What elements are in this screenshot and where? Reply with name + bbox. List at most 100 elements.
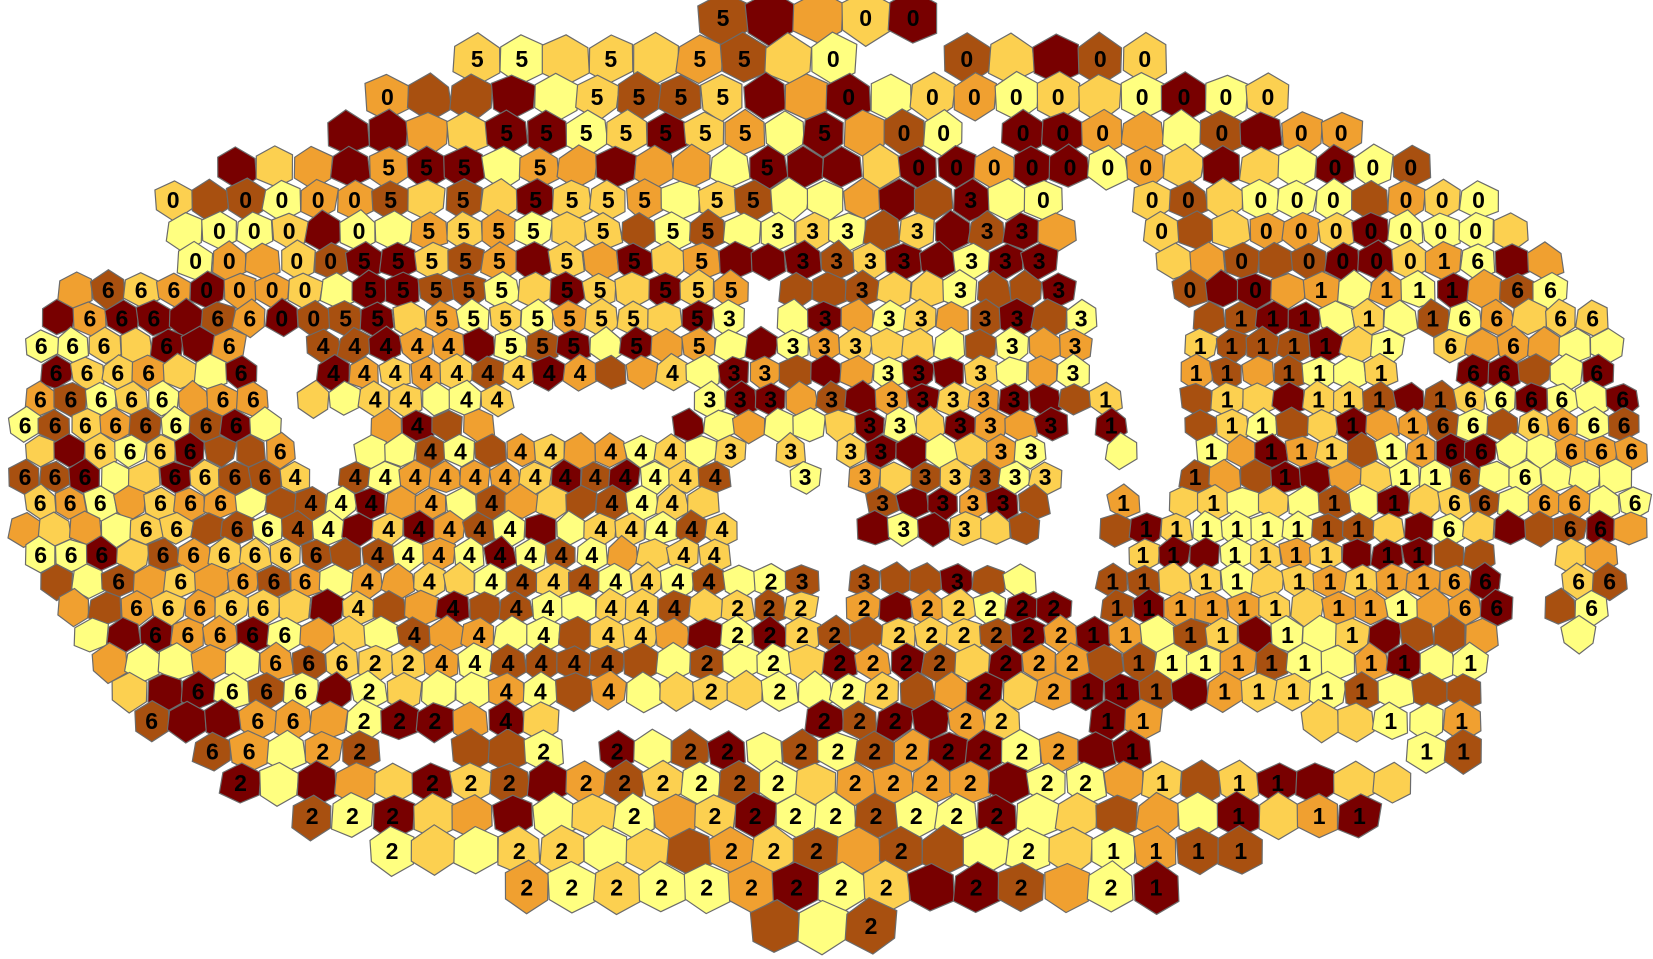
cell-region-label: 4: [389, 360, 402, 386]
cell-region-label: 6: [94, 438, 107, 464]
cell-region-label: 5: [595, 305, 608, 331]
cell-region-label: 4: [291, 516, 304, 542]
cell-region-label: 6: [1629, 490, 1642, 516]
cell-region-label: 0: [290, 248, 303, 274]
cell-region-label: 0: [968, 84, 981, 110]
cell-region-label: 6: [145, 708, 158, 734]
cell-region-label: 3: [1045, 412, 1058, 438]
cell-region-label: 5: [699, 120, 712, 146]
cell-region-label: 6: [249, 542, 262, 568]
cell-region-label: 3: [1033, 248, 1046, 274]
cell-region-label: 3: [979, 464, 992, 490]
cell-region-label: 5: [563, 305, 576, 331]
cell-region-label: 5: [527, 218, 540, 244]
cell-region-label: 1: [1279, 464, 1292, 490]
cell-region-label: 2: [628, 803, 641, 829]
cell-region-label: 2: [979, 738, 992, 764]
cell-region-label: 4: [601, 650, 614, 676]
cell-region-label: 6: [223, 333, 236, 359]
cell-region-label: 1: [1396, 595, 1409, 621]
cell-region-label: 4: [594, 516, 607, 542]
cell-region-label: 1: [1081, 679, 1094, 705]
cell-region-label: 4: [439, 464, 452, 490]
cell-region-label: 5: [425, 248, 438, 274]
cell-region-label: 6: [243, 738, 256, 764]
cell-region-label: 0: [1472, 187, 1485, 213]
cell-region-label: 4: [708, 542, 721, 568]
cell-region-label: 3: [825, 386, 838, 412]
cell-region-label: 2: [991, 803, 1004, 829]
cell-region-label: 2: [684, 738, 697, 764]
cell-region-label: 2: [933, 650, 946, 676]
cell-region-label: 1: [1352, 516, 1365, 542]
cell-region-label: 2: [1105, 874, 1118, 900]
cell-region-label: 2: [887, 770, 900, 796]
cell-region-label: 6: [1475, 438, 1488, 464]
cell-region-label: 3: [806, 218, 819, 244]
map-cell: [554, 672, 594, 713]
cell-region-label: 3: [841, 218, 854, 244]
cell-region-label: 6: [1564, 516, 1577, 542]
cell-region-label: 2: [1047, 679, 1060, 705]
cell-region-label: 4: [555, 542, 568, 568]
cell-region-label: 4: [504, 516, 517, 542]
map-cell: [329, 145, 371, 188]
map-cell: [844, 897, 898, 955]
cell-region-label: 4: [450, 360, 463, 386]
cell-region-label: 6: [187, 542, 200, 568]
cell-region-label: 6: [294, 679, 307, 705]
cell-region-label: 2: [876, 679, 889, 705]
cell-region-label: 6: [66, 333, 79, 359]
cell-region-label: 5: [659, 120, 672, 146]
cell-region-label: 6: [1495, 386, 1508, 412]
cell-region-label: 1: [1328, 490, 1341, 516]
cell-region-label: 1: [1137, 542, 1150, 568]
map-cell: [1377, 673, 1415, 711]
cell-region-label: 6: [211, 305, 224, 331]
cell-region-label: 2: [926, 770, 939, 796]
cell-region-label: 6: [168, 277, 181, 303]
cell-region-label: 1: [1137, 708, 1150, 734]
cell-region-label: 2: [795, 738, 808, 764]
cell-region-label: 4: [709, 464, 722, 490]
cell-region-label: 1: [1117, 490, 1130, 516]
map-cell: [906, 862, 955, 912]
cell-region-label: 6: [182, 622, 195, 648]
cell-region-label: 3: [964, 187, 977, 213]
cell-region-label: 1: [1288, 333, 1301, 359]
cell-region-label: 3: [1025, 438, 1038, 464]
cell-region-label: 6: [1467, 360, 1480, 386]
cell-region-label: 0: [1057, 120, 1070, 146]
cell-region-label: 2: [1022, 622, 1035, 648]
cell-region-label: 1: [1105, 412, 1118, 438]
cell-region-label: 1: [1386, 568, 1399, 594]
map-cell: [893, 728, 932, 773]
cell-region-label: 3: [799, 464, 812, 490]
cell-region-label: 6: [1498, 360, 1511, 386]
cell-region-label: 4: [655, 516, 668, 542]
cell-region-label: 1: [1206, 595, 1219, 621]
map-cell: [231, 298, 266, 339]
cell-region-label: 0: [1178, 84, 1191, 110]
map-cell: [1560, 614, 1597, 655]
cell-region-label: 2: [893, 622, 906, 648]
cell-region-label: 6: [279, 622, 292, 648]
cell-region-label: 1: [1237, 595, 1250, 621]
cell-region-label: 1: [1150, 679, 1163, 705]
cell-region-label: 1: [1426, 305, 1439, 331]
cell-region-label: 2: [513, 838, 526, 864]
cell-region-label: 6: [225, 595, 238, 621]
cell-region-label: 1: [1312, 386, 1325, 412]
cell-region-label: 2: [867, 650, 880, 676]
cell-region-label: 6: [49, 464, 62, 490]
cell-region-label: 3: [864, 248, 877, 274]
cell-region-label: 4: [361, 568, 374, 594]
cell-region-label: 3: [897, 516, 910, 542]
cell-region-label: 1: [1417, 568, 1430, 594]
cell-region-label: 0: [283, 218, 296, 244]
map-cell: [380, 699, 420, 741]
cell-region-label: 6: [35, 333, 48, 359]
cell-region-label: 6: [229, 464, 242, 490]
cell-region-label: 4: [473, 622, 486, 648]
cell-region-label: 6: [237, 568, 250, 594]
